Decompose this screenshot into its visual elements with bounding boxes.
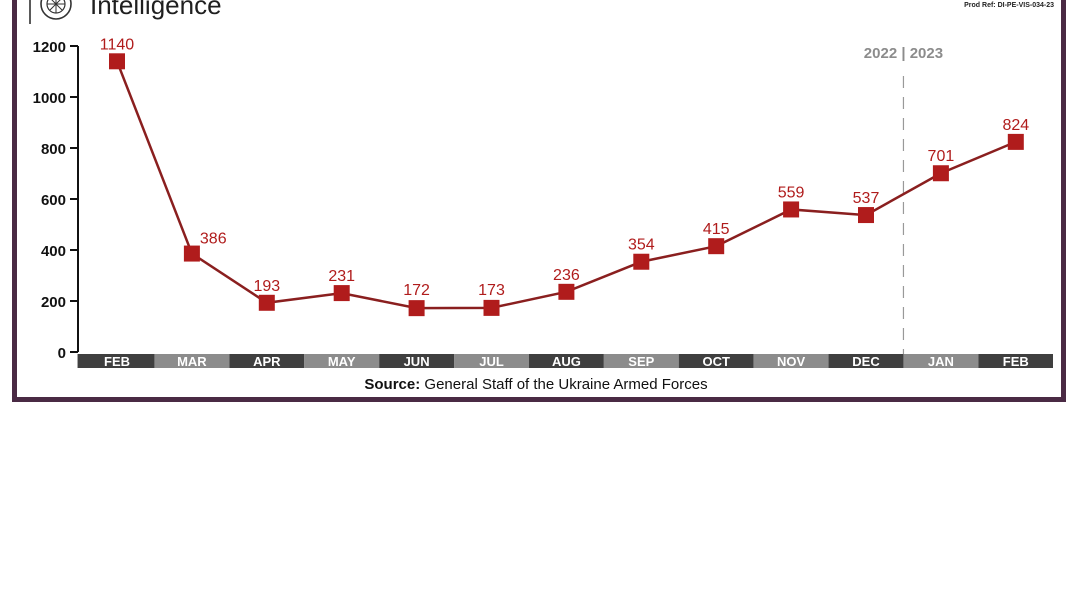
category-band (678, 354, 754, 368)
defence-intelligence-logo (29, 0, 72, 24)
category-band (454, 354, 529, 368)
category-band (77, 354, 155, 368)
data-label: 172 (403, 282, 430, 299)
x-tick-label: FEB (104, 354, 130, 369)
category-band (603, 354, 679, 368)
data-point (109, 53, 125, 70)
x-tick-label: FEB (1003, 354, 1029, 369)
data-point (708, 238, 725, 255)
category-band (528, 354, 604, 368)
y-axis: 0 200 400 600 800 1000 1200 (33, 39, 79, 362)
data-label: 193 (253, 278, 280, 295)
category-band (229, 354, 305, 368)
category-band (978, 354, 1053, 368)
x-tick-label: MAR (177, 354, 207, 369)
source-prefix: Source: (364, 376, 421, 393)
data-label: 824 (1002, 117, 1029, 134)
data-point (1007, 133, 1024, 150)
x-axis-categories: FEB MAR APR MAY JUN JUL AUG SEP OCT NOV DEC JAN FEB (77, 354, 1053, 369)
source-text: General Staff of the Ukraine Armed Force… (420, 376, 708, 393)
y-tick-label: 600 (41, 192, 66, 209)
year-divider-label: 2022 | 2023 (864, 45, 943, 62)
data-label: 1140 (100, 36, 135, 53)
x-tick-label: OCT (702, 354, 730, 369)
data-point (558, 283, 575, 300)
data-labels: 1140 386 193 231 172 173 236 354 415 559 537 701 824 (100, 36, 1029, 299)
x-tick-label: JAN (928, 354, 954, 369)
data-label: 386 (200, 231, 227, 248)
data-label: 354 (628, 237, 655, 254)
y-tick-label: 200 (41, 294, 66, 311)
y-tick-label: 400 (41, 243, 66, 260)
data-label: 701 (928, 148, 955, 165)
data-label: 236 (553, 267, 580, 284)
y-tick-label: 1200 (33, 39, 66, 56)
source-note: Source: General Staff of the Ukraine Arm… (0, 376, 1072, 393)
y-tick-label: 0 (58, 345, 66, 362)
data-point (258, 294, 275, 311)
category-band (304, 354, 380, 368)
data-label: 231 (328, 268, 355, 285)
x-tick-label: JUN (404, 354, 430, 369)
category-band (379, 354, 455, 368)
prod-ref: Prod Ref: DI-PE-VIS-034-23 (964, 2, 1054, 9)
y-tick-label: 1000 (33, 90, 66, 107)
x-tick-label: MAY (328, 354, 356, 369)
series-0 (109, 53, 1024, 317)
x-tick-label: DEC (852, 354, 880, 369)
data-label: 415 (703, 221, 730, 238)
x-tick-label: AUG (552, 354, 581, 369)
data-label: 173 (478, 282, 505, 299)
x-tick-label: APR (253, 354, 281, 369)
data-point (633, 253, 650, 270)
data-point (408, 300, 425, 317)
category-band (753, 354, 829, 368)
data-point (932, 165, 949, 182)
category-band (903, 354, 979, 368)
year-divider: 2022 | 2023 (864, 45, 943, 354)
category-band (828, 354, 904, 368)
x-tick-label: NOV (777, 354, 806, 369)
data-point (783, 201, 800, 218)
y-tick-label: 800 (41, 141, 66, 158)
header-title: Intelligence (90, 0, 222, 20)
x-tick-label: JUL (479, 354, 504, 369)
data-label: 537 (853, 190, 880, 207)
data-point (333, 285, 350, 302)
category-band (154, 354, 230, 368)
data-label: 559 (778, 184, 805, 201)
line-chart: 0 200 400 600 800 1000 1200 FEB MAR APR MAY JUN JUL… (33, 36, 1053, 369)
data-point (858, 207, 874, 224)
data-point (483, 299, 500, 316)
x-tick-label: SEP (628, 354, 654, 369)
data-point (183, 245, 200, 262)
